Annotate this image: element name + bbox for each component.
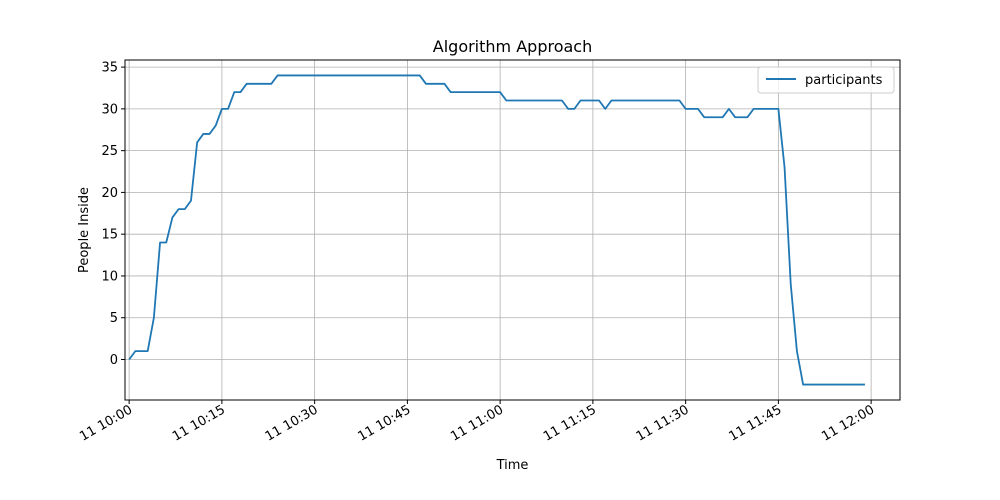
y-tick-label: 20 xyxy=(101,186,118,201)
legend-box xyxy=(757,66,895,94)
x-axis-ticks: 11 10:00 11 10:15 11 10:30 11 10:45 11 11:00… xyxy=(77,400,877,445)
x-tick-label: 11 11:45 xyxy=(727,402,785,444)
y-tick-label: 35 xyxy=(101,61,118,76)
legend-label-participants: participants xyxy=(805,73,883,88)
x-tick-label: 11 10:30 xyxy=(263,402,321,444)
series-line-participants xyxy=(128,74,865,386)
x-tick-label: 11 10:45 xyxy=(356,402,414,444)
y-tick-label: 5 xyxy=(110,311,118,326)
y-axis-label: People Inside xyxy=(77,187,92,273)
x-tick-label: 11 11:30 xyxy=(634,402,692,444)
chart-title: Algorithm Approach xyxy=(433,37,592,56)
y-tick-label: 10 xyxy=(101,269,118,284)
x-tick-label: 11 12:00 xyxy=(819,402,877,444)
y-tick-label: 0 xyxy=(110,353,118,368)
y-tick-label: 30 xyxy=(101,102,118,117)
x-axis-label: Time xyxy=(496,458,529,473)
x-tick-label: 11 11:15 xyxy=(541,402,599,444)
grid-lines xyxy=(125,60,900,400)
y-tick-label: 15 xyxy=(101,228,118,243)
y-tick-label: 25 xyxy=(101,144,118,159)
x-tick-label: 11 10:15 xyxy=(170,402,228,444)
x-tick-label: 11 10:00 xyxy=(77,402,135,444)
x-tick-label: 11 11:00 xyxy=(448,402,506,444)
plot-area-frame xyxy=(124,59,901,401)
series-layer xyxy=(128,74,865,386)
y-axis-ticks: 0 5 10 15 20 25 30 35 xyxy=(101,61,125,368)
legend: participants xyxy=(757,66,895,94)
